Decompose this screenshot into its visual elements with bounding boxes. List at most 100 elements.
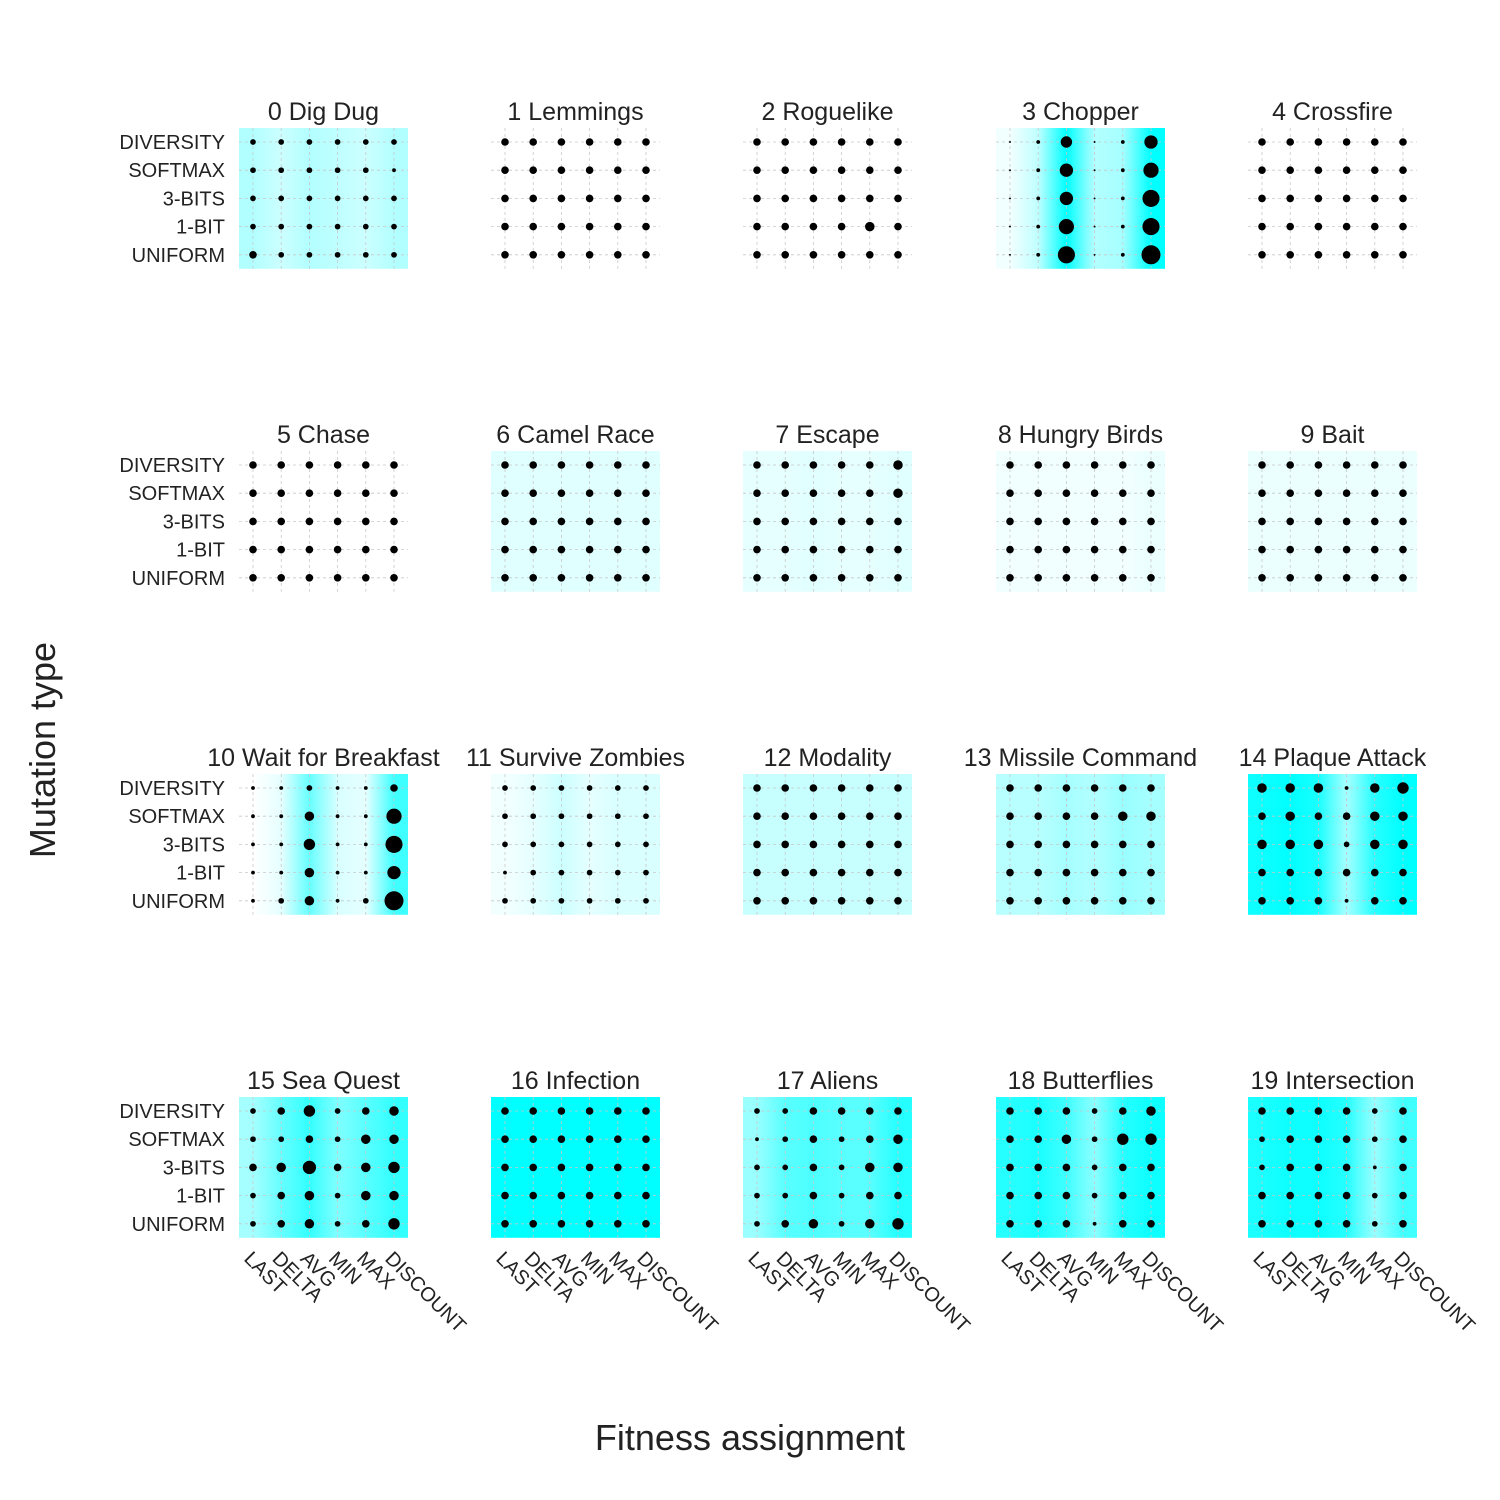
dot — [1258, 545, 1266, 554]
dot — [1141, 245, 1161, 265]
dot — [809, 166, 818, 174]
dot — [753, 784, 761, 792]
dot — [501, 194, 509, 203]
dot — [866, 868, 874, 877]
dot — [808, 1219, 819, 1229]
dot — [1090, 868, 1099, 877]
dot — [306, 167, 313, 174]
dot — [277, 489, 286, 498]
x-tick-label: DISCOUNT — [380, 1248, 469, 1337]
dot — [893, 1134, 903, 1144]
dot — [1120, 168, 1125, 173]
dot — [1344, 898, 1349, 903]
dot — [1062, 812, 1071, 820]
dot — [1286, 222, 1294, 231]
dot — [1119, 784, 1127, 792]
dot — [838, 1136, 845, 1143]
dot — [866, 461, 874, 469]
dot — [642, 138, 650, 146]
dot — [557, 222, 566, 231]
y-tick-label: DIVERSITY — [119, 778, 225, 800]
dot — [1006, 1220, 1014, 1228]
dot — [530, 897, 537, 904]
dot — [1342, 545, 1351, 554]
dot — [1036, 252, 1041, 257]
dot — [1258, 251, 1266, 259]
dot — [335, 842, 340, 847]
dot — [1058, 219, 1074, 235]
dot — [1119, 1163, 1127, 1172]
dot — [1313, 839, 1324, 850]
panel-title: 12 Modality — [764, 744, 892, 772]
dot — [1314, 1135, 1323, 1143]
dot — [391, 139, 397, 145]
dot — [1371, 1108, 1378, 1114]
dot — [585, 461, 594, 469]
dot — [1370, 783, 1380, 793]
dot — [642, 489, 650, 498]
dot — [249, 251, 257, 259]
dot — [1119, 1191, 1127, 1200]
dot — [251, 842, 255, 847]
dot — [363, 814, 368, 819]
dot — [1119, 1107, 1127, 1115]
dot — [529, 545, 537, 554]
dot — [305, 461, 314, 469]
dot — [392, 168, 396, 173]
dot — [335, 814, 340, 819]
dot — [334, 167, 341, 174]
dot — [1090, 461, 1099, 469]
dot — [501, 489, 509, 498]
dot — [1314, 461, 1323, 469]
panel-title: 8 Hungry Birds — [998, 421, 1163, 449]
dot — [1009, 169, 1011, 172]
dot — [278, 195, 285, 202]
panel-title: 2 Roguelike — [761, 98, 893, 126]
dot — [1118, 811, 1128, 821]
dot — [1342, 222, 1351, 231]
dot — [753, 868, 761, 877]
dot — [1062, 1107, 1071, 1115]
dot — [781, 784, 789, 792]
dot — [278, 167, 285, 174]
dot — [334, 195, 341, 202]
dot — [1286, 574, 1294, 582]
dot — [642, 194, 650, 203]
dot — [1147, 1191, 1155, 1200]
dot — [250, 195, 256, 202]
x-tick-label: DISCOUNT — [1137, 1248, 1226, 1337]
dot — [1399, 222, 1407, 231]
dot — [1034, 1163, 1042, 1172]
y-tick-label: SOFTMAX — [128, 160, 225, 182]
dot — [753, 138, 761, 146]
dot — [1034, 897, 1042, 905]
dot — [586, 841, 593, 848]
y-tick-label: UNIFORM — [132, 891, 225, 913]
dot — [1120, 140, 1125, 144]
dot — [837, 489, 846, 498]
dot — [1286, 166, 1294, 174]
dot — [529, 166, 537, 174]
panel: 5 Chase DIVERSITY SOFTMAX 3-BITS 1-BIT UNIFOR… — [119, 421, 408, 592]
dot — [754, 1220, 760, 1227]
dot — [1147, 1163, 1155, 1172]
dot — [837, 897, 846, 905]
dot — [278, 139, 285, 145]
dot — [363, 870, 368, 875]
dot — [277, 545, 286, 554]
dot — [866, 897, 874, 905]
dot — [1117, 1133, 1129, 1145]
dot — [1119, 461, 1127, 469]
dot — [1314, 545, 1323, 554]
dot — [1286, 251, 1294, 259]
dot — [251, 870, 255, 875]
y-tick-label: SOFTMAX — [128, 483, 225, 505]
dot — [1371, 545, 1379, 554]
dot — [1342, 1107, 1351, 1115]
dot — [753, 812, 761, 820]
dot — [385, 835, 403, 853]
dot — [557, 574, 566, 582]
dot — [1120, 224, 1125, 229]
dot — [837, 251, 846, 259]
dot — [362, 489, 370, 498]
